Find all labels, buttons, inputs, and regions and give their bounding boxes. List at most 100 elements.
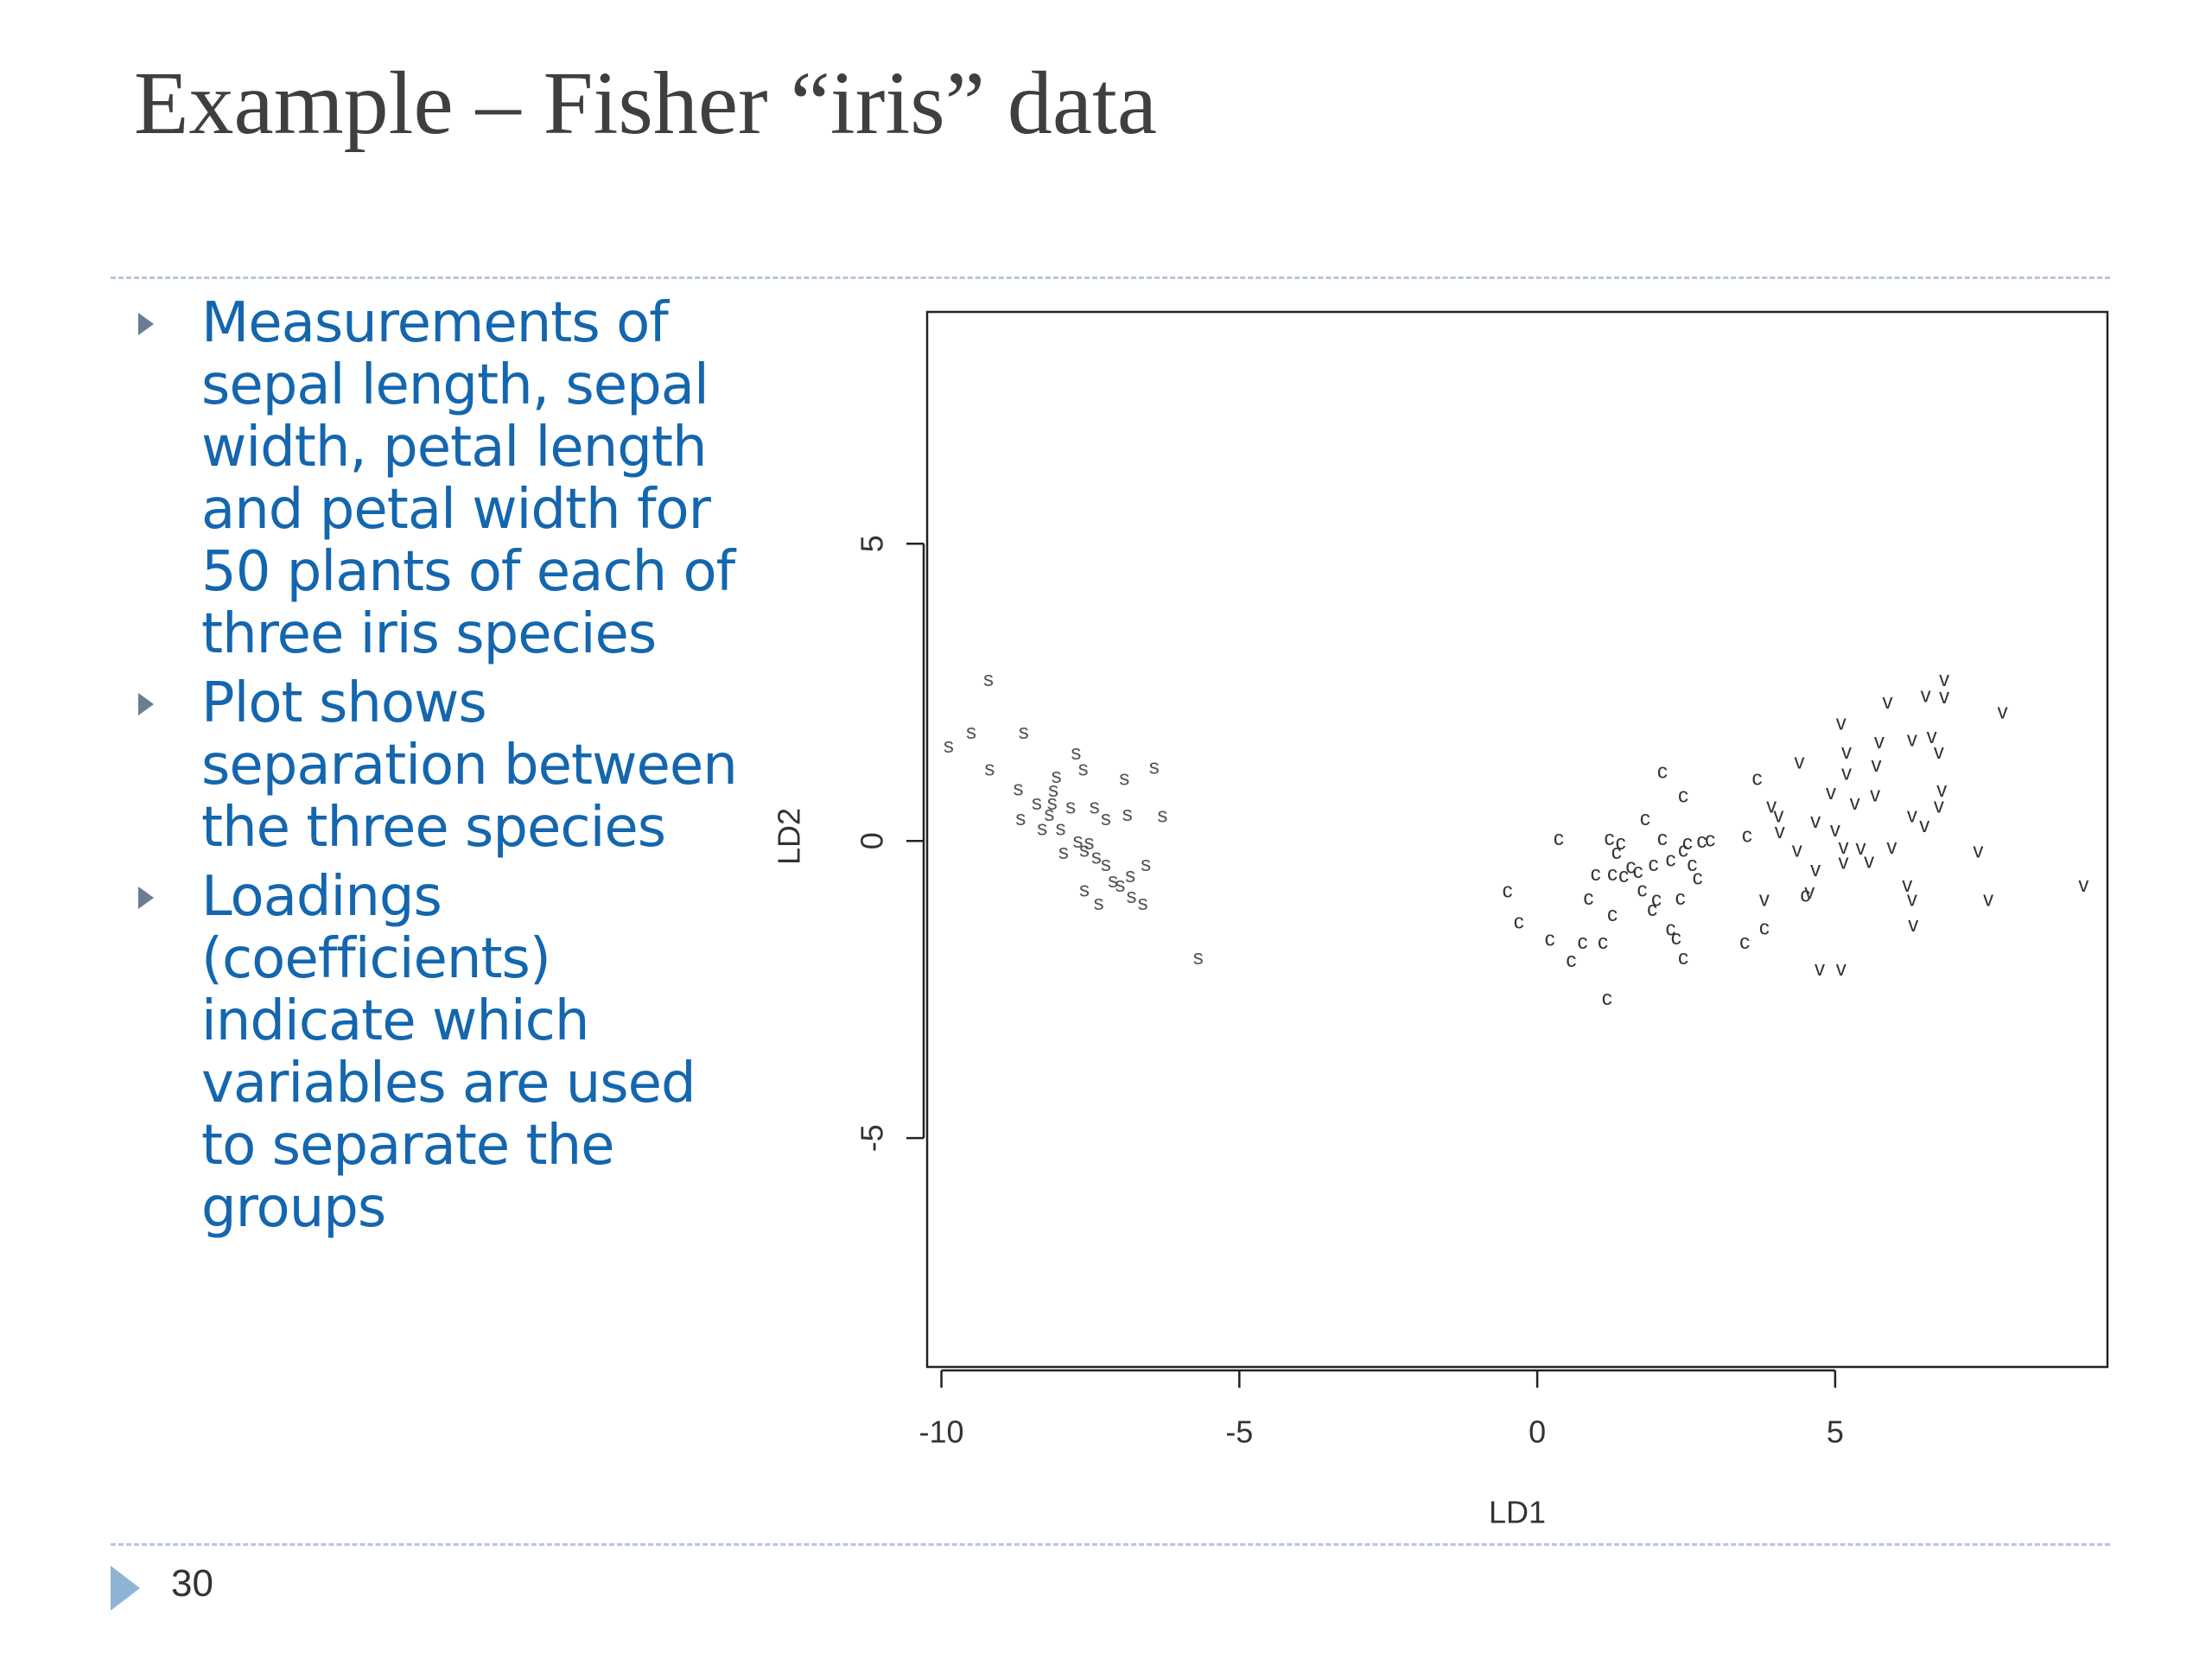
- y-tick-label: 5: [855, 535, 890, 552]
- point: c: [1625, 855, 1636, 879]
- point: s: [1127, 885, 1137, 908]
- x-tick-label: 5: [1827, 1414, 1844, 1450]
- point: c: [1618, 864, 1629, 887]
- point: v: [1775, 820, 1785, 843]
- point: v: [1773, 804, 1783, 827]
- point: c: [1607, 862, 1618, 886]
- point: s: [1079, 838, 1090, 861]
- point: c: [1671, 926, 1681, 950]
- point: s: [1078, 758, 1089, 781]
- point: c: [1649, 853, 1659, 876]
- point: c: [1759, 916, 1770, 939]
- point: c: [1566, 949, 1576, 972]
- point: v: [1934, 794, 1944, 817]
- slide-title: Example – Fisher “iris” data: [134, 54, 1158, 153]
- point: s: [966, 721, 976, 744]
- point: s: [1072, 830, 1083, 853]
- point: c: [1678, 785, 1688, 808]
- point: s: [1091, 846, 1102, 869]
- point: s: [1032, 791, 1042, 815]
- point: c: [1602, 987, 1612, 1010]
- point: s: [1122, 803, 1133, 826]
- point: v: [1864, 849, 1874, 873]
- point: v: [1927, 725, 1937, 748]
- point: c: [1705, 829, 1715, 852]
- point: s: [983, 668, 994, 691]
- point: v: [1983, 887, 1993, 911]
- divider: [111, 1543, 2110, 1546]
- point: c: [1607, 903, 1618, 926]
- point: v: [1841, 741, 1852, 764]
- point: s: [1149, 756, 1160, 779]
- point: s: [1079, 878, 1090, 901]
- point: c: [1637, 878, 1647, 901]
- point: c: [1666, 918, 1676, 941]
- point: v: [1919, 814, 1929, 837]
- point: v: [1841, 762, 1852, 785]
- point: v: [1907, 887, 1917, 911]
- point: c: [1503, 880, 1513, 903]
- x-tick-label: -10: [919, 1414, 964, 1450]
- footer-marker: [111, 1566, 140, 1611]
- point: s: [1141, 853, 1151, 876]
- point: s: [1084, 831, 1095, 855]
- point: v: [1902, 874, 1912, 897]
- point: v: [1839, 851, 1849, 874]
- point: s: [1090, 796, 1100, 819]
- point: v: [1836, 957, 1847, 981]
- point: s: [1048, 779, 1058, 802]
- bullet-list: Measurements of sepal length, sepal widt…: [130, 292, 752, 1246]
- point: c: [1616, 831, 1626, 855]
- y-axis-label: LD2: [772, 808, 807, 865]
- point: s: [1052, 765, 1062, 788]
- point: v: [1815, 957, 1825, 981]
- point: v: [1836, 712, 1847, 735]
- point: c: [1742, 824, 1752, 848]
- x-tick-label: 0: [1529, 1414, 1546, 1450]
- point: v: [1826, 781, 1836, 804]
- point: c: [1666, 848, 1676, 871]
- point: c: [1693, 867, 1703, 890]
- point: c: [1640, 807, 1650, 830]
- point: s: [944, 734, 954, 758]
- point: v: [1870, 783, 1880, 806]
- point: s: [1101, 853, 1111, 876]
- point: c: [1651, 887, 1662, 911]
- point: v: [1973, 840, 1983, 863]
- bullet: Loadings (coefficients) indicate which v…: [130, 866, 752, 1239]
- point: c: [1739, 931, 1750, 954]
- point: s: [1014, 777, 1024, 800]
- point: s: [1019, 721, 1029, 744]
- point: c: [1545, 927, 1555, 950]
- point: v: [1871, 753, 1881, 777]
- point: v: [1939, 668, 1949, 691]
- point: s: [1047, 791, 1058, 815]
- point: c: [1578, 931, 1588, 954]
- point: s: [1138, 892, 1148, 915]
- point: c: [1682, 831, 1693, 855]
- point: v: [1874, 730, 1885, 753]
- point: c: [1583, 887, 1593, 910]
- point: v: [1804, 880, 1815, 904]
- point: v: [1934, 741, 1944, 764]
- point: c: [1605, 827, 1615, 850]
- point: s: [1119, 767, 1129, 791]
- point: s: [1037, 817, 1047, 840]
- bullet: Measurements of sepal length, sepal widt…: [130, 292, 752, 665]
- y-tick-label: 0: [855, 832, 890, 849]
- point: s: [1055, 817, 1065, 840]
- point: s: [1101, 807, 1111, 830]
- page-number: 30: [171, 1562, 213, 1605]
- point: s: [1044, 803, 1054, 826]
- point: c: [1696, 830, 1707, 853]
- x-axis-label: LD1: [1489, 1495, 1546, 1530]
- point: v: [1810, 858, 1821, 881]
- point: v: [1810, 810, 1821, 833]
- point: c: [1675, 887, 1686, 910]
- point: c: [1554, 827, 1564, 850]
- x-tick-label: -5: [1225, 1414, 1253, 1450]
- point: s: [1015, 807, 1026, 830]
- point: v: [1856, 836, 1866, 860]
